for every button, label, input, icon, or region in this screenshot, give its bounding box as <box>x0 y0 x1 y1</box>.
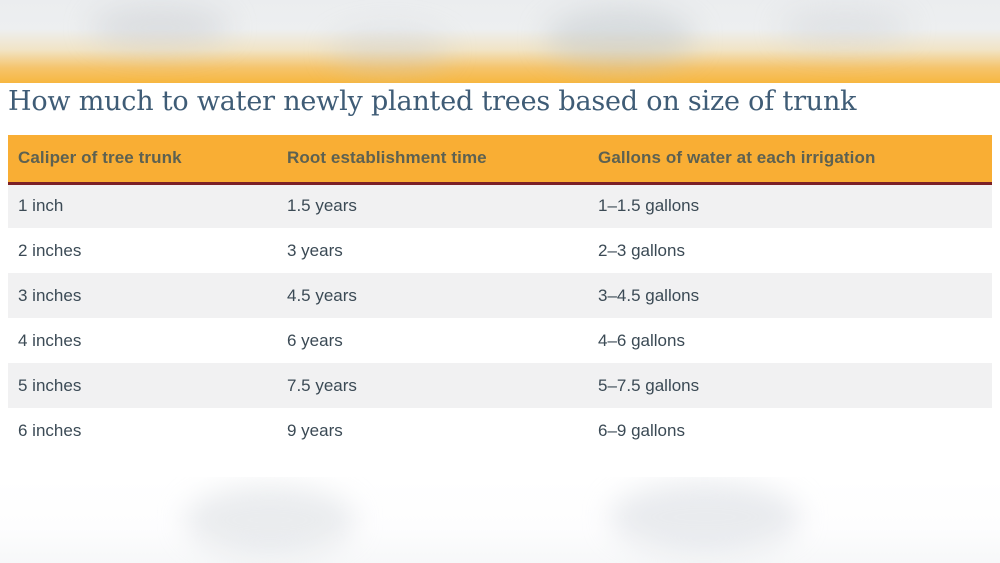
blur-blob <box>90 5 230 50</box>
table-cell: 5–7.5 gallons <box>598 375 700 395</box>
table-cell: 4–6 gallons <box>598 330 685 350</box>
blur-blob <box>330 28 450 73</box>
table-cell: 6 years <box>287 330 343 350</box>
tree-watering-table: Caliper of tree trunk Root establishment… <box>8 135 992 453</box>
table-cell: 4.5 years <box>287 285 357 305</box>
top-blur-band <box>0 0 1000 83</box>
table-row: 1 inch 1.5 years 1–1.5 gallons <box>8 183 992 228</box>
blur-blob <box>780 8 910 48</box>
header-cell-caliper: Caliper of tree trunk <box>8 135 277 185</box>
table-row: 2 inches 3 years 2–3 gallons <box>8 228 992 273</box>
page-title: How much to water newly planted trees ba… <box>8 86 857 117</box>
table-cell: 2 inches <box>18 240 82 260</box>
table-row: 5 inches 7.5 years 5–7.5 gallons <box>8 363 992 408</box>
header-cell-gallons: Gallons of water at each irrigation <box>588 135 992 185</box>
table-header-row: Caliper of tree trunk Root establishment… <box>8 135 992 185</box>
table-row: 3 inches 4.5 years 3–4.5 gallons <box>8 273 992 318</box>
blur-blob <box>545 8 695 68</box>
table-cell: 3 years <box>287 240 343 260</box>
bottom-blur-band <box>0 477 1000 563</box>
table-cell: 2–3 gallons <box>598 240 685 260</box>
blur-blob <box>185 485 355 555</box>
table-cell: 1 inch <box>18 196 64 216</box>
table-cell: 1.5 years <box>287 196 357 216</box>
table-cell: 7.5 years <box>287 375 357 395</box>
table-row: 4 inches 6 years 4–6 gallons <box>8 318 992 363</box>
table-cell: 6 inches <box>18 420 82 440</box>
table-row: 6 inches 9 years 6–9 gallons <box>8 408 992 453</box>
table-cell: 3 inches <box>18 285 82 305</box>
table-cell: 5 inches <box>18 375 82 395</box>
content-area: How much to water newly planted trees ba… <box>0 83 1000 477</box>
blur-blob <box>610 481 800 553</box>
table-cell: 9 years <box>287 420 343 440</box>
table-cell: 6–9 gallons <box>598 420 685 440</box>
header-cell-root-time: Root establishment time <box>277 135 588 185</box>
table-cell: 3–4.5 gallons <box>598 285 700 305</box>
table-cell: 1–1.5 gallons <box>598 196 700 216</box>
table-cell: 4 inches <box>18 330 82 350</box>
